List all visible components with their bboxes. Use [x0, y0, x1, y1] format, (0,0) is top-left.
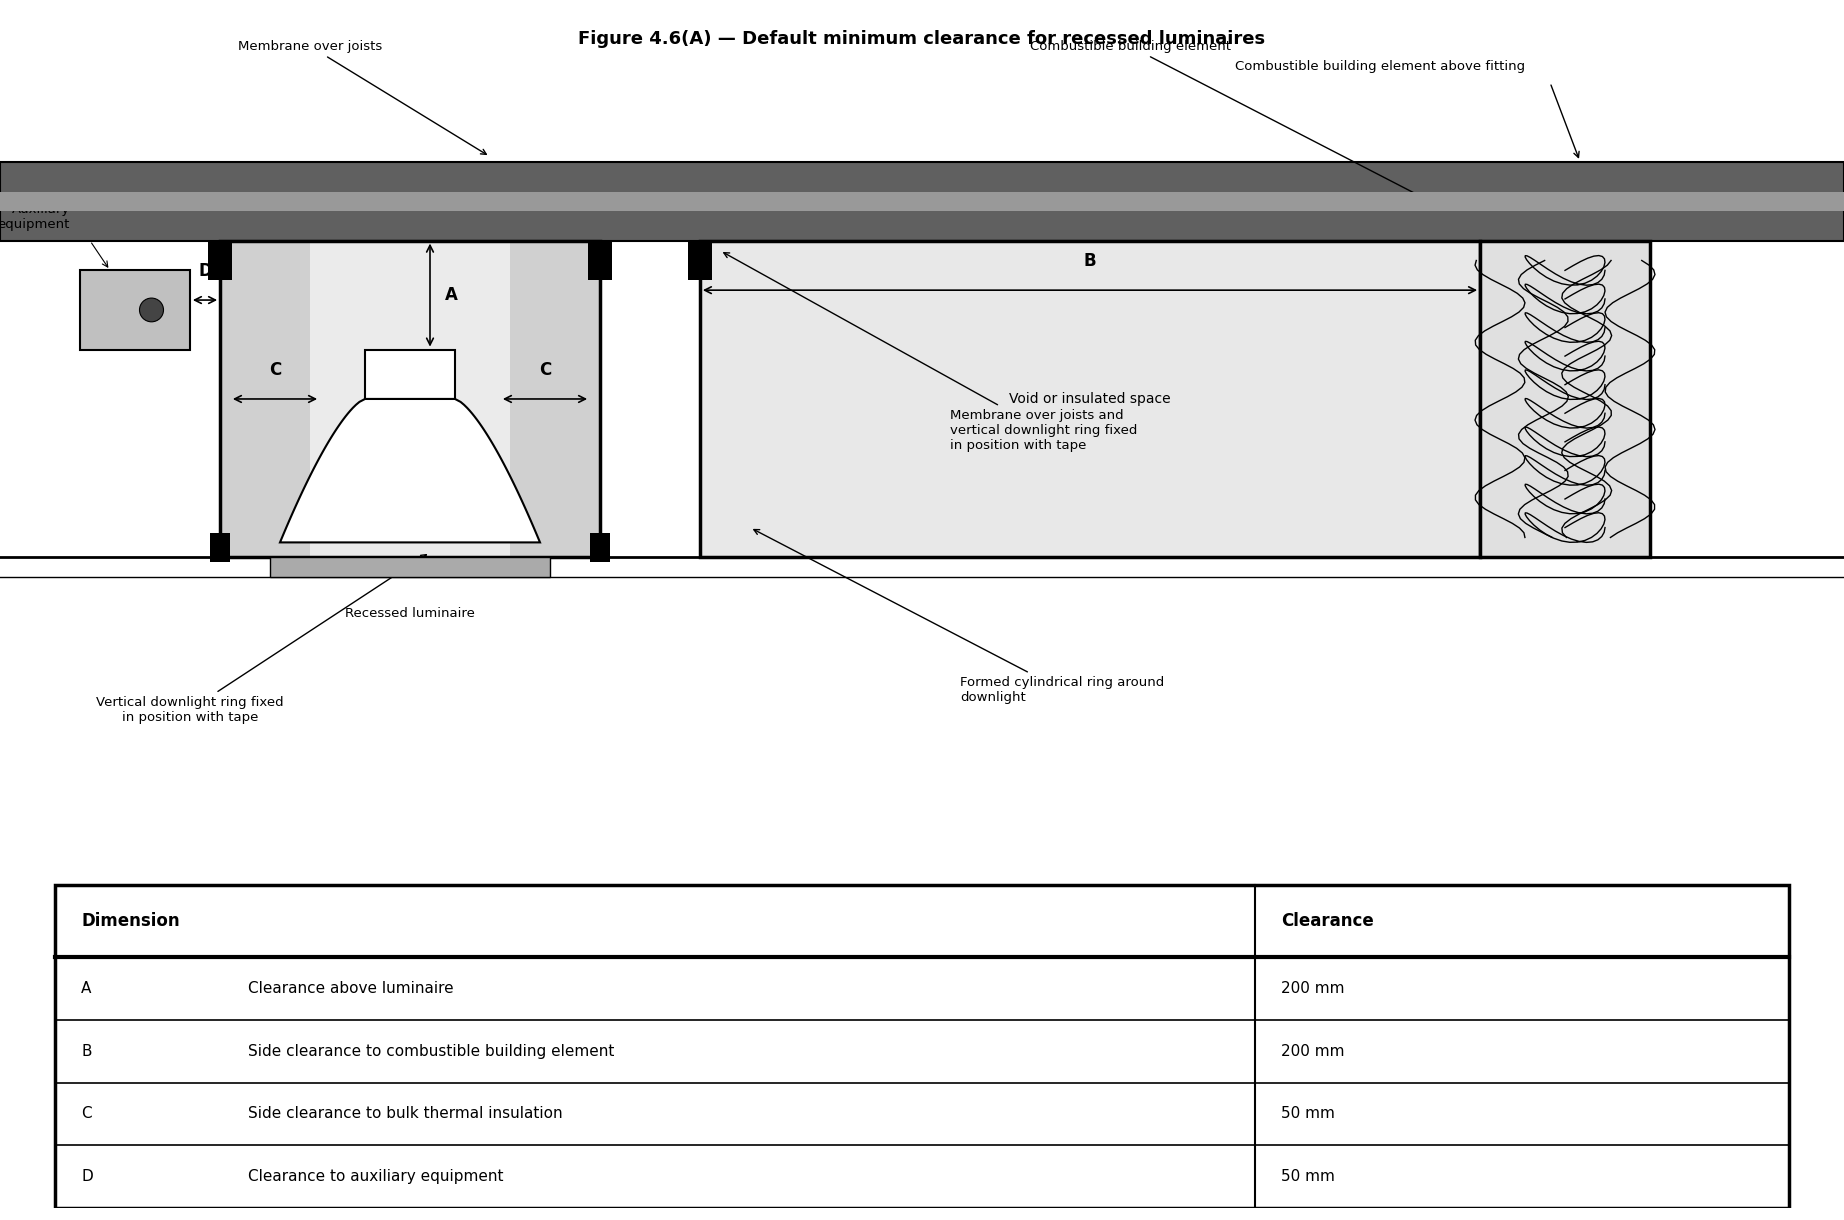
Bar [688, 240, 712, 281]
Bar [590, 532, 610, 562]
Text: C: C [81, 1107, 92, 1121]
Bar [365, 349, 455, 399]
Text: Formed cylindrical ring around
downlight: Formed cylindrical ring around downlight [754, 529, 1164, 704]
Text: B: B [1084, 253, 1097, 271]
Text: D: D [197, 262, 212, 281]
Text: Clearance: Clearance [1282, 913, 1374, 930]
Bar [0, 192, 1844, 211]
Bar [701, 240, 1481, 558]
Text: Vertical downlight ring fixed
in position with tape: Vertical downlight ring fixed in positio… [96, 555, 426, 723]
Text: Clearance to auxiliary equipment: Clearance to auxiliary equipment [247, 1169, 503, 1183]
Text: C: C [269, 361, 280, 379]
Bar [0, 161, 1844, 240]
Text: C: C [538, 361, 551, 379]
Text: 50 mm: 50 mm [1282, 1169, 1335, 1183]
Text: Side clearance to bulk thermal insulation: Side clearance to bulk thermal insulatio… [247, 1107, 562, 1121]
Text: Membrane over joists: Membrane over joists [238, 40, 487, 155]
Text: 200 mm: 200 mm [1282, 981, 1344, 997]
Text: Combustible building element: Combustible building element [1029, 40, 1425, 199]
Text: Auxiliary
equipment: Auxiliary equipment [0, 203, 70, 231]
Text: Figure 4.6(A) — Default minimum clearance for recessed luminaires: Figure 4.6(A) — Default minimum clearanc… [579, 30, 1265, 49]
Bar [219, 240, 599, 558]
Polygon shape [280, 399, 540, 543]
Text: Dimension: Dimension [81, 913, 179, 930]
Text: B: B [81, 1044, 92, 1059]
Text: Recessed luminaire: Recessed luminaire [345, 606, 476, 620]
Text: Membrane over joists and
vertical downlight ring fixed
in position with tape: Membrane over joists and vertical downli… [725, 253, 1138, 451]
Bar [1481, 240, 1650, 558]
Bar [208, 240, 232, 281]
Text: Side clearance to combustible building element: Side clearance to combustible building e… [247, 1044, 614, 1059]
Bar [79, 271, 190, 349]
Text: A: A [81, 981, 92, 997]
Bar [210, 532, 230, 562]
Text: D: D [81, 1169, 92, 1183]
Bar [310, 240, 511, 558]
Text: 50 mm: 50 mm [1282, 1107, 1335, 1121]
Text: A: A [444, 287, 457, 304]
Circle shape [140, 298, 164, 322]
Bar [269, 558, 550, 577]
Text: Void or insulated space: Void or insulated space [1009, 392, 1171, 406]
Bar [588, 240, 612, 281]
Text: 200 mm: 200 mm [1282, 1044, 1344, 1059]
Text: Combustible building element above fitting: Combustible building element above fitti… [1235, 60, 1525, 72]
Bar [219, 240, 599, 558]
Bar [701, 240, 1481, 558]
Text: Clearance above luminaire: Clearance above luminaire [247, 981, 454, 997]
